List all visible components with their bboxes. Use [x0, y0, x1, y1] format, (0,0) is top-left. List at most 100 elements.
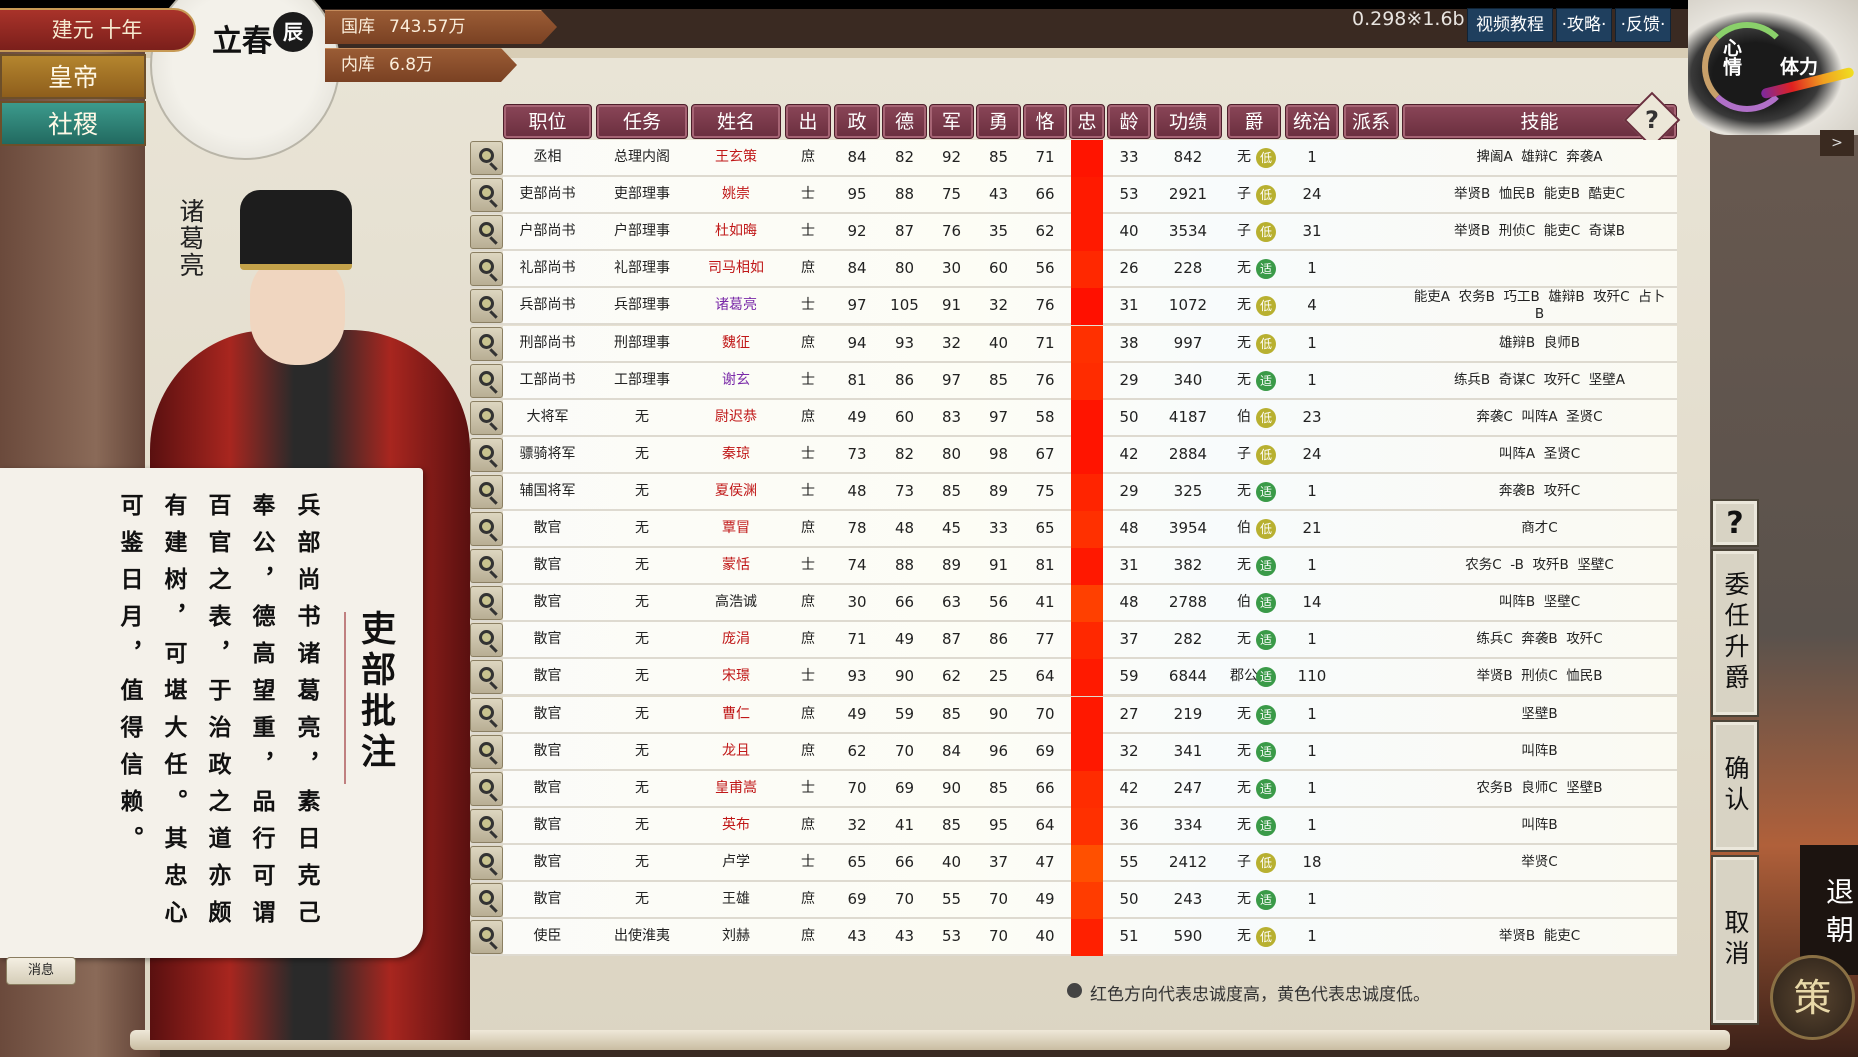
table-row[interactable]: 散官无王雄庶 69 70 55 70 49 50 243 无适 1: [470, 882, 1677, 919]
table-row[interactable]: 辅国将军无夏侯渊士 48 73 85 89 75 29 325 无适 1 奔袭B 攻歼C: [470, 473, 1677, 511]
name-cell[interactable]: 英布: [722, 816, 750, 833]
column-header[interactable]: 职位: [503, 104, 592, 139]
table-row[interactable]: 散官 无 覃冒 庶 78 48 45 33 65 48 3954 伯低 21 商才C: [470, 511, 1677, 548]
message-button[interactable]: 消息: [6, 957, 76, 985]
magnifier-icon[interactable]: [470, 845, 503, 880]
magnifier-icon[interactable]: [470, 141, 503, 175]
magnifier-icon[interactable]: [470, 289, 503, 324]
name-cell[interactable]: 高浩诚: [715, 594, 757, 611]
column-header[interactable]: 出: [785, 104, 831, 139]
magnifier-icon[interactable]: [470, 252, 503, 287]
table-row[interactable]: 散官 无 卢学 士 65 66 40 37 47 55 2412 子低 18 举贤C: [470, 844, 1677, 882]
name-cell[interactable]: 卢学: [722, 853, 750, 870]
cancel-button[interactable]: 取消: [1711, 855, 1759, 1025]
column-header[interactable]: 派系: [1343, 104, 1399, 139]
name-cell[interactable]: 谢玄: [722, 371, 750, 388]
column-header[interactable]: 龄: [1107, 104, 1151, 139]
magnifier-icon[interactable]: [470, 363, 503, 398]
table-row[interactable]: 大将军 无 尉迟恭 庶 49 60 83 97 58 50 4187 伯低 23 奔袭C 叫阵A 圣贤C: [470, 399, 1677, 437]
table-row[interactable]: 散官 无 宋璟 士 93 90 62 25 64 59 6844 郡公适 110 举贤B 刑侦C 恤民B: [470, 659, 1677, 697]
column-header[interactable]: 恪: [1023, 104, 1067, 139]
magnifier-icon[interactable]: [470, 808, 503, 843]
name-cell[interactable]: 王雄: [722, 891, 750, 907]
appoint-promote-button[interactable]: 委任升爵: [1711, 549, 1759, 717]
help-button[interactable]: ?: [1711, 499, 1759, 547]
column-header[interactable]: 德: [882, 104, 927, 139]
magnifier-icon[interactable]: [470, 326, 503, 361]
guide-button[interactable]: ·攻略·: [1556, 8, 1612, 42]
name-cell[interactable]: 覃冒: [722, 520, 750, 536]
table-row[interactable]: 散官无英布庶 32 41 85 95 64 36 334 无适 1 叫阵B: [470, 807, 1677, 845]
magnifier-icon[interactable]: [470, 178, 503, 213]
column-header[interactable]: 爵: [1227, 104, 1281, 139]
feedback-button[interactable]: ·反馈·: [1615, 8, 1671, 42]
name-cell[interactable]: 尉迟恭: [715, 408, 757, 425]
column-header[interactable]: 统治: [1285, 104, 1339, 139]
table-row[interactable]: 刑部尚书 刑部理事 魏征 庶 94 93 32 40 71 38 997 无低 1 雄辩B 良师B: [470, 325, 1677, 363]
column-header[interactable]: 功绩: [1154, 104, 1222, 139]
state-button[interactable]: 社稷: [0, 101, 146, 146]
table-row[interactable]: 散官无蒙恬士 74 88 89 91 81 31 382 无适 1 农务C -B 攻歼B 坚壁C: [470, 548, 1677, 586]
video-tutorial-button[interactable]: 视频教程: [1467, 8, 1553, 42]
name-cell[interactable]: 皇甫嵩: [715, 779, 757, 796]
magnifier-icon[interactable]: [470, 512, 503, 546]
table-row[interactable]: 丞相 总理内阁 王玄策 庶 84 82 92 85 71 33 842 无低 1 捭阖A 雄辩C 奔袭A: [470, 140, 1677, 177]
faction-cell: [1343, 400, 1399, 435]
table-row[interactable]: 散官无龙且庶 62 70 84 96 69 32 341 无适 1 叫阵B: [470, 733, 1677, 771]
name-cell[interactable]: 夏侯渊: [715, 482, 757, 499]
merit-cell: 340: [1173, 370, 1203, 389]
name-cell[interactable]: 庞涓: [722, 631, 750, 648]
magnifier-icon[interactable]: [470, 920, 503, 955]
name-cell[interactable]: 宋璟: [722, 668, 750, 685]
column-header[interactable]: 忠: [1069, 104, 1105, 139]
table-row[interactable]: 吏部尚书 吏部理事 姚崇 士 95 88 75 43 66 53 2921 子低 24 举贤B 恤民B 能…: [470, 177, 1677, 215]
column-header[interactable]: 姓名: [691, 104, 781, 139]
magnifier-icon[interactable]: [470, 883, 503, 917]
table-row[interactable]: 工部尚书 工部理事 谢玄 士 81 86 97 85 76 29 340 无适 1 练兵B 奇谋C 攻歼C…: [470, 362, 1677, 400]
name-cell[interactable]: 魏征: [722, 334, 750, 351]
confirm-button[interactable]: 确认: [1711, 720, 1759, 852]
politics-cell: 73: [847, 444, 867, 463]
magnifier-icon[interactable]: [470, 660, 503, 695]
magnifier-icon[interactable]: [470, 215, 503, 250]
name-cell[interactable]: 刘赫: [722, 928, 750, 945]
table-row[interactable]: 户部尚书 户部理事 杜如晦 士 92 87 76 35 62 40 3534 子低 31 举贤B 刑侦C …: [470, 214, 1677, 252]
name-cell[interactable]: 杜如晦: [715, 223, 757, 240]
magnifier-icon[interactable]: [470, 586, 503, 621]
table-row[interactable]: 散官无庞涓庶 71 49 87 86 77 37 282 无适 1 练兵C 奔袭B 攻歼C: [470, 622, 1677, 660]
table-row[interactable]: 兵部尚书 兵部理事 诸葛亮 士 97 105 91 32 76 31 1072 无低 4 能吏A 农务B …: [470, 288, 1677, 326]
magnifier-icon[interactable]: [470, 400, 503, 435]
name-cell[interactable]: 姚崇: [722, 186, 750, 203]
name-cell[interactable]: 诸葛亮: [715, 297, 757, 314]
table-row[interactable]: 散官无曹仁庶 49 59 85 90 70 27 219 无适 1 坚壁B: [470, 696, 1677, 734]
magnifier-icon[interactable]: [470, 734, 503, 769]
column-header[interactable]: 任务: [596, 104, 688, 139]
name-cell[interactable]: 蒙恬: [722, 557, 750, 574]
magnifier-icon[interactable]: [470, 474, 503, 509]
faction-cell: [1343, 882, 1399, 917]
strategy-button[interactable]: 策: [1770, 955, 1855, 1040]
name-cell[interactable]: 司马相如: [708, 260, 764, 277]
magnifier-icon[interactable]: [470, 549, 503, 584]
magnifier-icon[interactable]: [470, 437, 503, 472]
magnifier-icon[interactable]: [470, 771, 503, 806]
expand-arrow-icon[interactable]: >: [1820, 130, 1854, 156]
virtue-cell: 60: [894, 407, 915, 426]
table-row[interactable]: 散官无皇甫嵩士 70 69 90 85 66 42 247 无适 1 农务B 良师C 坚壁B: [470, 770, 1677, 808]
suitability-badge: 低: [1256, 333, 1276, 354]
table-row[interactable]: 礼部尚书 礼部理事 司马相如 庶 84 80 30 60 56 26 228 无适 1: [470, 251, 1677, 289]
column-header[interactable]: 军: [929, 104, 974, 139]
name-cell[interactable]: 曹仁: [722, 705, 750, 722]
column-header[interactable]: 勇: [976, 104, 1021, 139]
emperor-button[interactable]: 皇帝: [0, 54, 146, 99]
name-cell[interactable]: 秦琼: [722, 445, 750, 462]
table-row[interactable]: 散官 无 高浩诚 庶 30 66 63 56 41 48 2788 伯适 14 叫阵B 坚壁C: [470, 585, 1677, 623]
name-cell[interactable]: 王玄策: [715, 149, 757, 165]
name-cell[interactable]: 龙且: [722, 742, 750, 759]
retire-court-button[interactable]: 退朝: [1800, 845, 1858, 975]
table-row[interactable]: 使臣 出使淮夷 刘赫 庶 43 43 53 70 40 51 590 无低 1 举贤B 能吏C: [470, 919, 1677, 957]
column-header[interactable]: 政: [834, 104, 880, 139]
magnifier-icon[interactable]: [470, 623, 503, 658]
table-row[interactable]: 骠骑将军 无 秦琼 士 73 82 80 98 67 42 2884 子低 24 叫阵A 圣贤C: [470, 436, 1677, 474]
magnifier-icon[interactable]: [470, 697, 503, 732]
